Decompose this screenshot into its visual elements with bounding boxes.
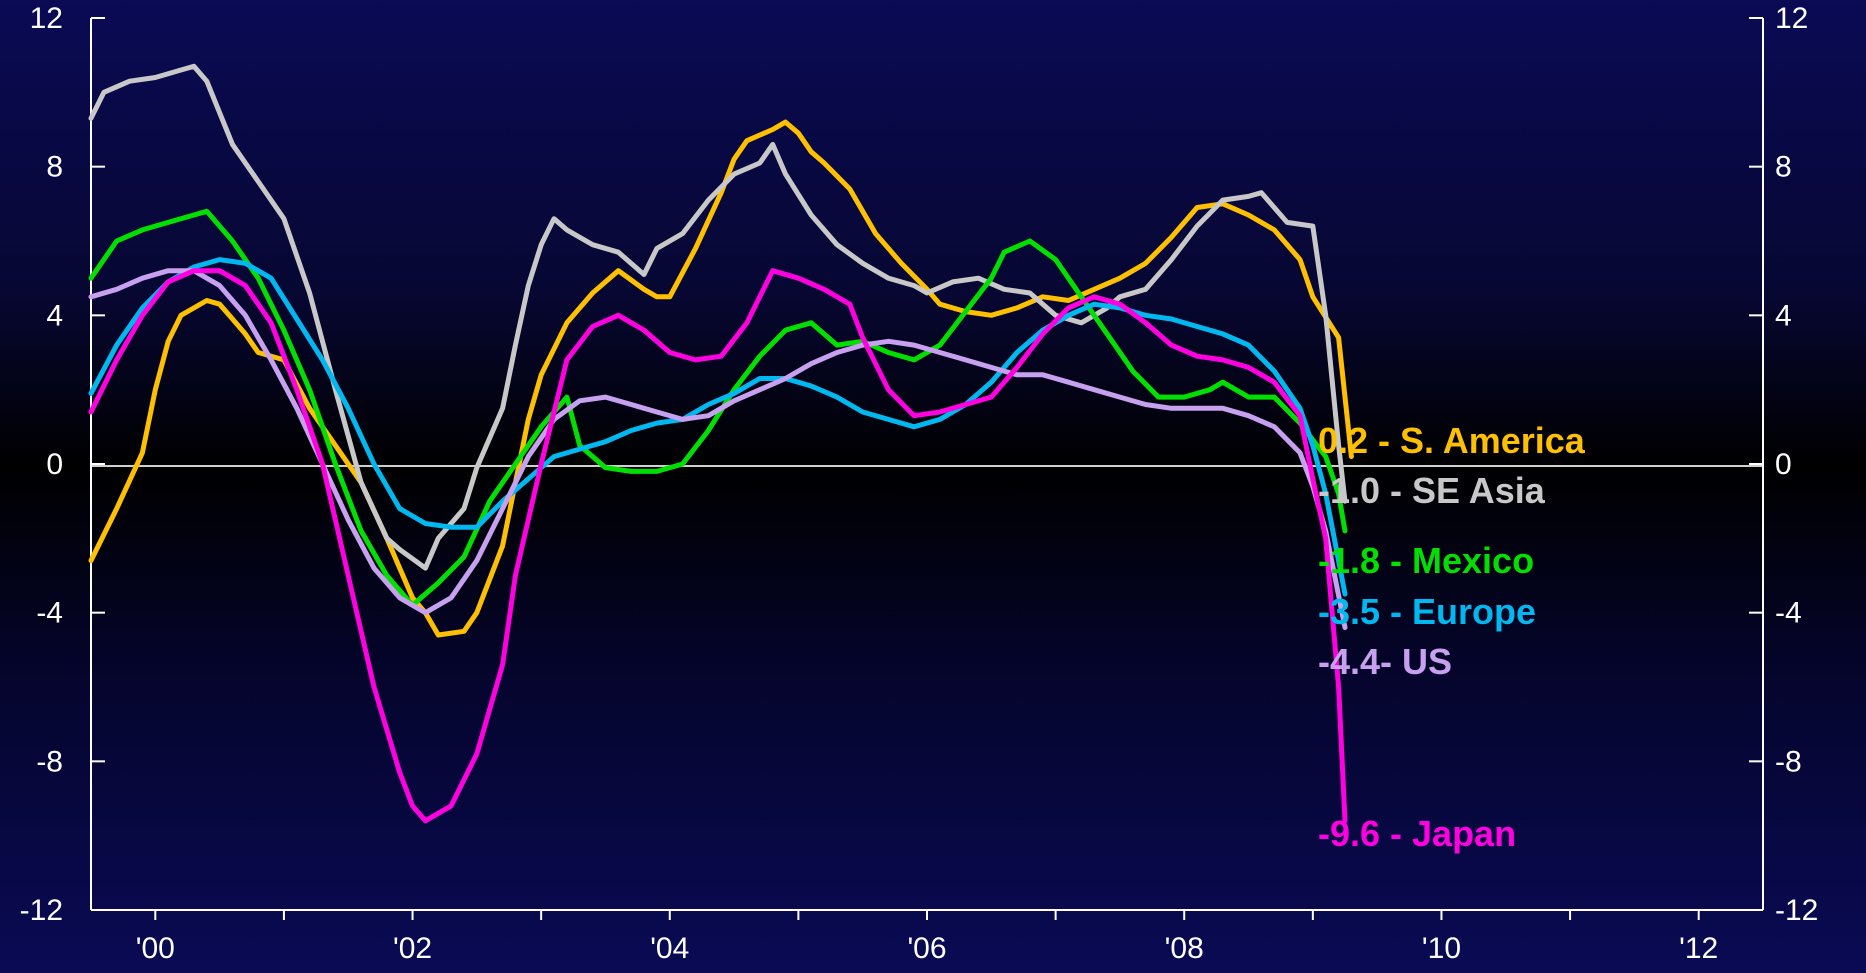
series-label-japan: -9.6 - Japan bbox=[1318, 813, 1516, 854]
series-line-mexico bbox=[88, 208, 1348, 608]
series-label-europe: -3.5 - Europe bbox=[1318, 591, 1536, 632]
y-tick-label-left: -8 bbox=[36, 745, 63, 778]
x-tick-label: '02 bbox=[393, 932, 432, 965]
y-tick-label-left: -12 bbox=[20, 894, 63, 927]
y-tick-label-right: 0 bbox=[1775, 448, 1792, 481]
series-line-japan bbox=[88, 268, 1348, 824]
series-label-se-asia: -1.0 - SE Asia bbox=[1318, 470, 1546, 511]
y-tick-label-left: 0 bbox=[46, 448, 63, 481]
x-tick-label: '06 bbox=[907, 932, 946, 965]
series-label-mexico: -1.8 - Mexico bbox=[1318, 540, 1534, 581]
x-tick-label: '12 bbox=[1679, 932, 1718, 965]
x-tick-label: '08 bbox=[1165, 932, 1204, 965]
y-tick-label-left: 4 bbox=[46, 299, 63, 332]
tick-group: 12 12 8 8 4 4 0 0 -4 -4 -8 -8 -12 -12 '00 '02 '04 '06 '08 '… bbox=[20, 2, 1819, 965]
series-label-us: -4.4- US bbox=[1318, 641, 1452, 682]
x-tick-label: '00 bbox=[136, 932, 175, 965]
y-tick-label-right: -12 bbox=[1775, 894, 1818, 927]
y-tick-label-left: -4 bbox=[36, 597, 63, 630]
series-group bbox=[88, 63, 1354, 824]
x-tick-label: '10 bbox=[1422, 932, 1461, 965]
x-tick-label: '04 bbox=[650, 932, 689, 965]
y-tick-label-right: -4 bbox=[1775, 597, 1802, 630]
y-tick-label-right: 12 bbox=[1775, 2, 1808, 35]
series-line-europe bbox=[88, 257, 1348, 597]
y-tick-label-left: 8 bbox=[46, 151, 63, 184]
end-label-group: 0.2 - S. America -1.0 - SE Asia -1.8 - Mex… bbox=[1318, 420, 1586, 854]
y-tick-label-right: 4 bbox=[1775, 299, 1792, 332]
series-line-se-asia bbox=[88, 63, 1348, 571]
y-tick-label-left: 12 bbox=[30, 2, 63, 35]
series-line-us bbox=[88, 268, 1348, 630]
y-tick-label-right: 8 bbox=[1775, 151, 1792, 184]
series-label-s-america: 0.2 - S. America bbox=[1318, 420, 1586, 461]
y-tick-label-right: -8 bbox=[1775, 745, 1802, 778]
